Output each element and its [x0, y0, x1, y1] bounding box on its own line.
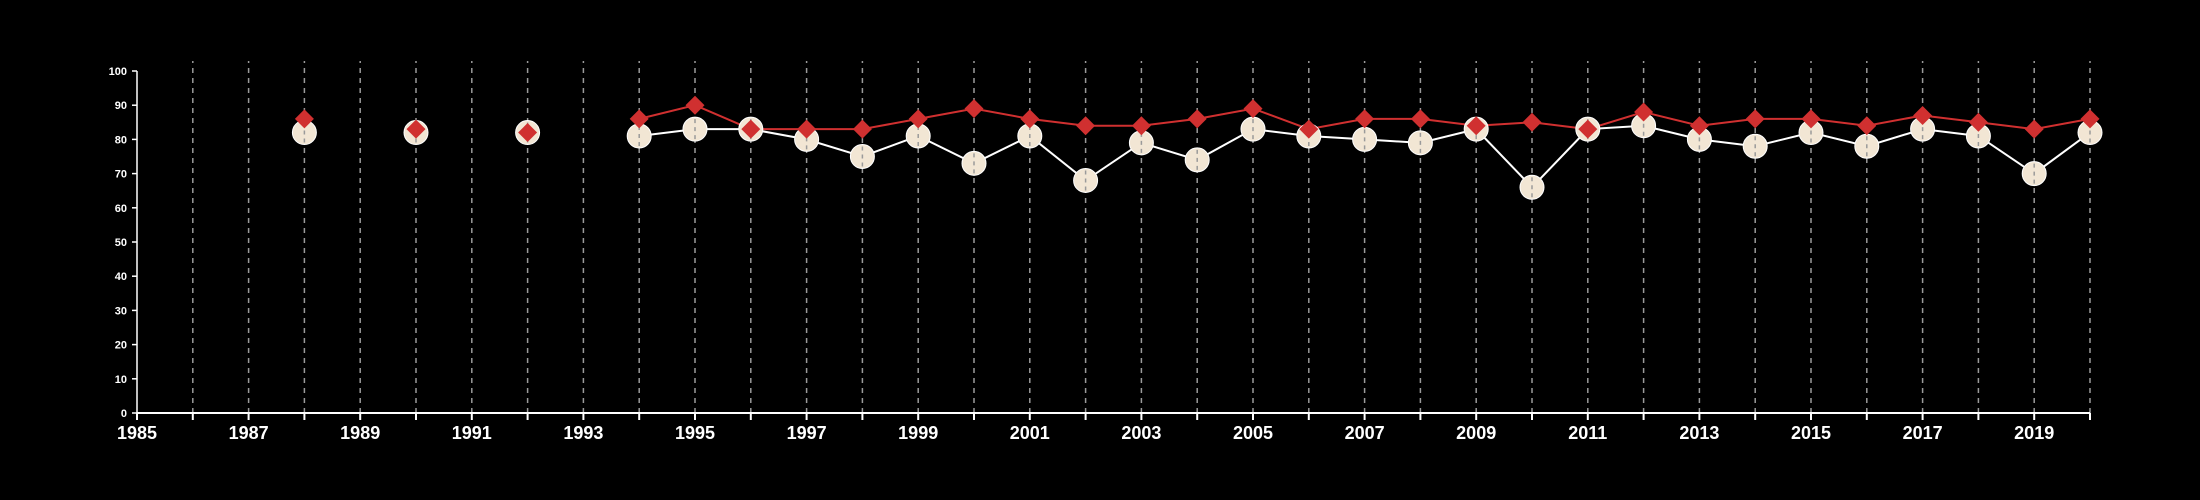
diamond-point	[1801, 109, 1821, 129]
diamond-point	[1578, 119, 1598, 139]
diamond-point	[1745, 109, 1765, 129]
x-tick-label: 2013	[1679, 423, 1719, 443]
diamond-point	[2024, 119, 2044, 139]
diamond-point	[1522, 112, 1542, 132]
grid-lines	[192, 61, 2091, 413]
x-tick-label: 1991	[452, 423, 492, 443]
y-tick-label: 80	[115, 134, 127, 146]
x-tick-label: 1997	[787, 423, 827, 443]
y-tick-label: 60	[115, 203, 127, 215]
axes: 0 10 20 30 40 50 60 70 80 90 100 1985 1987 1989 1991 19…	[109, 66, 2091, 443]
diamond-point	[1076, 116, 1096, 136]
diamond-point	[1410, 109, 1430, 129]
diamond-point	[852, 119, 872, 139]
x-tick-label: 1995	[675, 423, 715, 443]
diamond-point	[1299, 119, 1319, 139]
x-tick-label: 2017	[1903, 423, 1943, 443]
x-tick-label: 2011	[1568, 423, 1607, 443]
y-tick-label: 20	[115, 340, 127, 352]
data-series	[291, 95, 2103, 200]
diamond-point	[1857, 116, 1877, 136]
x-tick-label: 2001	[1010, 423, 1050, 443]
diamond-point	[1187, 109, 1207, 129]
x-tick-label: 1985	[117, 423, 157, 443]
y-tick-label: 90	[115, 100, 127, 112]
diamond-point	[1913, 105, 1933, 125]
diamond-point	[406, 119, 426, 139]
x-tick-label: 2003	[1121, 423, 1161, 443]
x-tick-label: 1989	[340, 423, 380, 443]
x-tick-label: 1999	[898, 423, 938, 443]
diamond-point	[2080, 109, 2100, 129]
diamond-point	[741, 119, 761, 139]
x-tick-label: 1993	[563, 423, 603, 443]
diamond-point	[1634, 102, 1654, 122]
diamond-point	[1689, 116, 1709, 136]
diamond-point	[908, 109, 928, 129]
x-tick-label: 1987	[229, 423, 269, 443]
diamond-point	[1131, 116, 1151, 136]
diamond-point	[1020, 109, 1040, 129]
y-tick-label: 30	[115, 305, 127, 317]
y-tick-label: 0	[121, 408, 127, 420]
diamond-point	[685, 95, 705, 115]
x-tick-label: 2009	[1456, 423, 1496, 443]
diamond-point	[294, 109, 314, 129]
y-tick-label: 100	[109, 66, 127, 78]
diamond-point	[1355, 109, 1375, 129]
diamond-point	[964, 99, 984, 119]
diamond-point	[797, 119, 817, 139]
x-tick-label: 2015	[1791, 423, 1831, 443]
diamond-point	[1968, 112, 1988, 132]
y-tick-label: 40	[115, 271, 127, 283]
x-tick-label: 2019	[2014, 423, 2054, 443]
y-tick-label: 70	[115, 169, 127, 181]
x-tick-label: 2007	[1345, 423, 1385, 443]
diamond-point	[629, 109, 649, 129]
y-tick-label: 50	[115, 237, 127, 249]
diamond-point	[1243, 99, 1263, 119]
diamond-point	[1466, 116, 1486, 136]
x-tick-label: 2005	[1233, 423, 1273, 443]
y-tick-label: 10	[115, 374, 127, 386]
diamond-point	[518, 123, 538, 143]
